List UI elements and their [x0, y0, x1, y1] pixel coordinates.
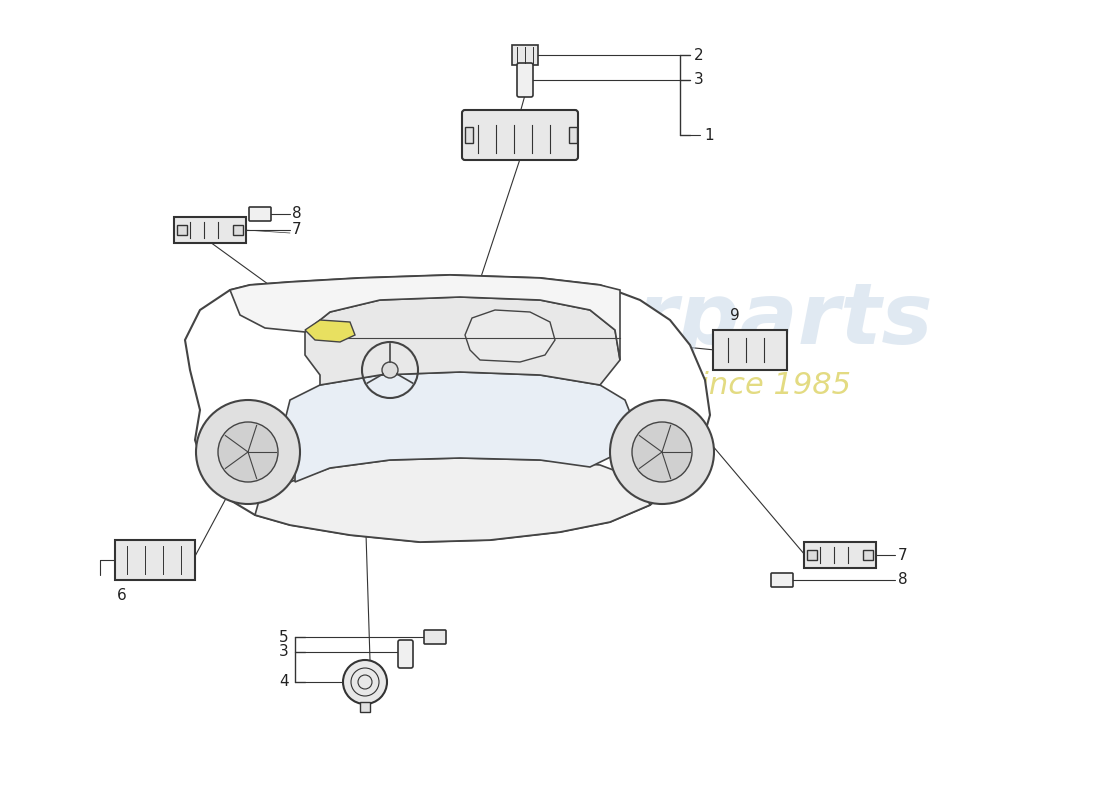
FancyBboxPatch shape	[465, 127, 473, 143]
FancyBboxPatch shape	[360, 702, 370, 712]
FancyBboxPatch shape	[569, 127, 578, 143]
FancyBboxPatch shape	[424, 630, 446, 644]
FancyBboxPatch shape	[233, 225, 243, 235]
FancyBboxPatch shape	[713, 330, 786, 370]
FancyBboxPatch shape	[249, 207, 271, 221]
Circle shape	[343, 660, 387, 704]
Text: 7: 7	[898, 547, 907, 562]
FancyBboxPatch shape	[116, 540, 195, 580]
PathPatch shape	[305, 297, 620, 385]
Text: 9: 9	[730, 307, 739, 322]
FancyBboxPatch shape	[512, 45, 538, 65]
Text: a passion for parts since 1985: a passion for parts since 1985	[389, 370, 850, 399]
FancyBboxPatch shape	[771, 573, 793, 587]
FancyBboxPatch shape	[174, 217, 246, 243]
Circle shape	[196, 400, 300, 504]
FancyBboxPatch shape	[864, 550, 873, 560]
FancyBboxPatch shape	[177, 225, 187, 235]
Text: 3: 3	[279, 645, 288, 659]
PathPatch shape	[305, 320, 355, 342]
Text: 5: 5	[279, 630, 288, 645]
PathPatch shape	[230, 275, 620, 360]
FancyBboxPatch shape	[462, 110, 578, 160]
Text: 2: 2	[694, 47, 704, 62]
Text: 8: 8	[292, 206, 301, 222]
PathPatch shape	[185, 275, 710, 542]
PathPatch shape	[255, 458, 650, 542]
FancyBboxPatch shape	[517, 63, 534, 97]
Text: eurocarparts: eurocarparts	[306, 278, 934, 362]
Circle shape	[632, 422, 692, 482]
FancyBboxPatch shape	[398, 640, 412, 668]
PathPatch shape	[285, 372, 635, 482]
Circle shape	[610, 400, 714, 504]
FancyBboxPatch shape	[807, 550, 817, 560]
FancyBboxPatch shape	[804, 542, 876, 568]
Text: 7: 7	[292, 222, 301, 238]
Circle shape	[218, 422, 278, 482]
Text: 4: 4	[279, 674, 288, 690]
Text: 1: 1	[704, 127, 714, 142]
Circle shape	[382, 362, 398, 378]
Text: 8: 8	[898, 573, 907, 587]
PathPatch shape	[465, 310, 556, 362]
Text: 6: 6	[117, 587, 126, 602]
Text: 3: 3	[694, 73, 704, 87]
